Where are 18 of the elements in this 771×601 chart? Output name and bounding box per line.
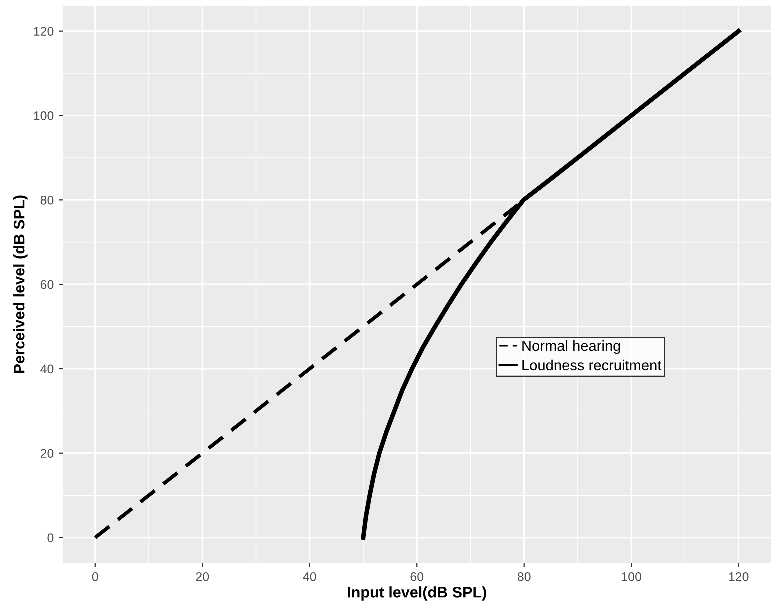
x-tick-label: 20 [196,572,210,582]
y-tick-label: 120 [34,27,54,36]
x-tick-label: 40 [303,572,316,582]
y-tick-label: 0 [48,534,54,542]
x-tick-label: 0 [92,572,98,582]
x-tick-label: 100 [622,572,642,582]
legend-label: Normal hearing [522,340,620,354]
x-tick-label: 60 [410,572,424,582]
x-axis-title: Input level(dB SPL) [348,586,486,601]
y-tick-label: 100 [34,112,54,120]
legend-label: Loudness recruitment [522,360,662,371]
y-tick-label: 80 [40,196,54,205]
y-axis-title: Perceived level (dB SPL) [14,196,28,374]
x-tick-label: 120 [729,572,749,582]
y-tick-label: 60 [40,280,54,290]
y-tick-label: 40 [40,364,54,374]
x-tick-label: 80 [518,572,531,582]
y-tick-label: 20 [40,449,54,458]
